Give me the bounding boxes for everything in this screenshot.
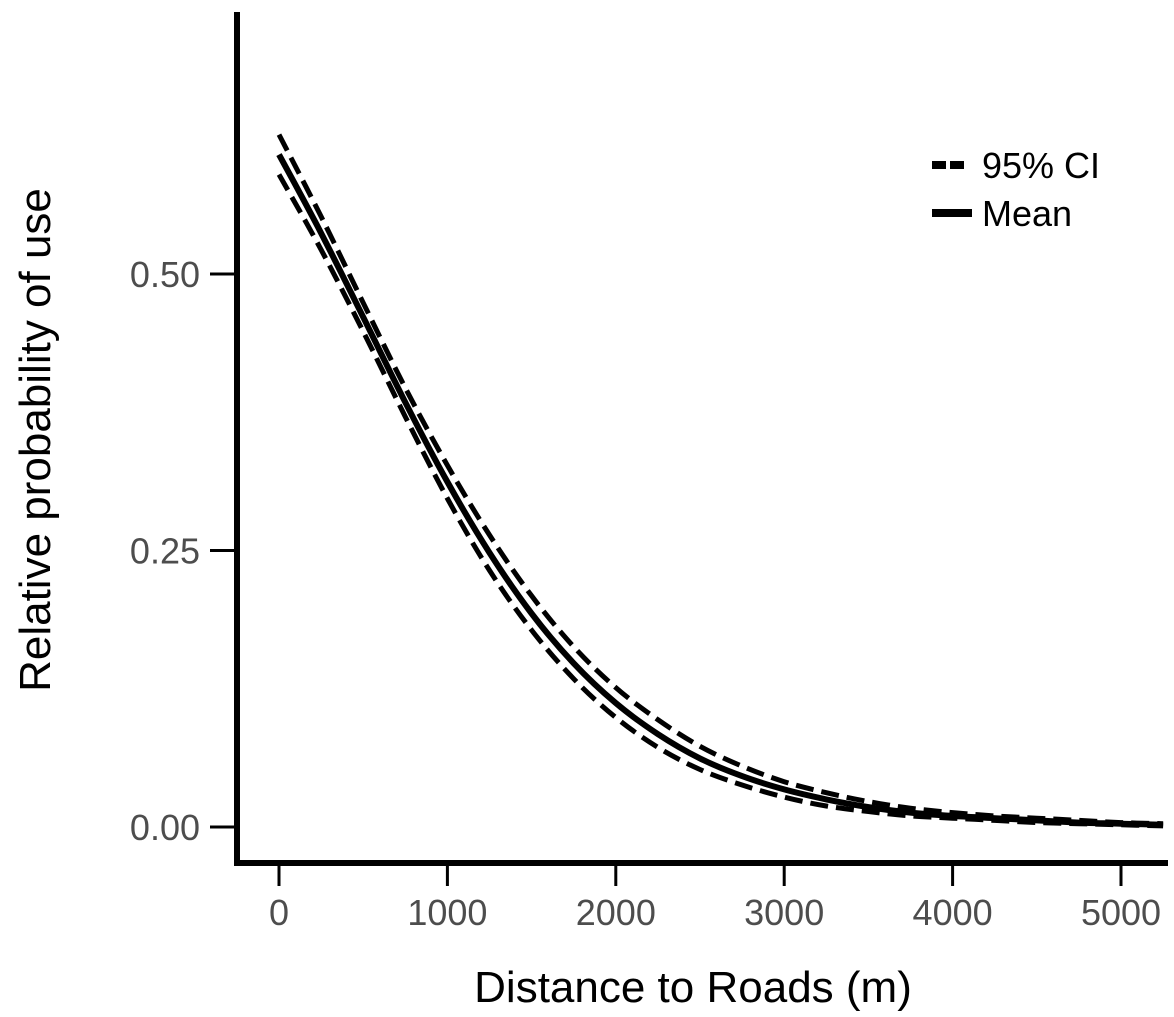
x-tick-label: 1000 [407,892,487,933]
y-axis-title: Relative probability of use [11,188,60,692]
y-tick-label: 0.50 [130,254,200,295]
x-tick-label: 5000 [1081,892,1161,933]
ci-line [276,133,1164,827]
x-tick-label: 2000 [576,892,656,933]
ci-line [276,173,1164,829]
y-tick-label: 0.00 [130,807,200,848]
x-ticks: 0 1000 2000 3000 4000 5000 [269,863,1161,933]
legend-ci-label: 95% CI [982,145,1100,186]
x-tick-label: 0 [269,892,289,933]
mean-line [276,153,1164,828]
legend-mean-label: Mean [982,193,1072,234]
plot-lines [276,133,1164,829]
x-tick-label: 3000 [744,892,824,933]
legend: 95% CI Mean [932,145,1100,234]
y-tick-label: 0.25 [130,531,200,572]
x-axis-title: Distance to Roads (m) [474,963,912,1012]
y-ticks: 0.00 0.25 0.50 [130,254,237,848]
x-tick-label: 4000 [913,892,993,933]
